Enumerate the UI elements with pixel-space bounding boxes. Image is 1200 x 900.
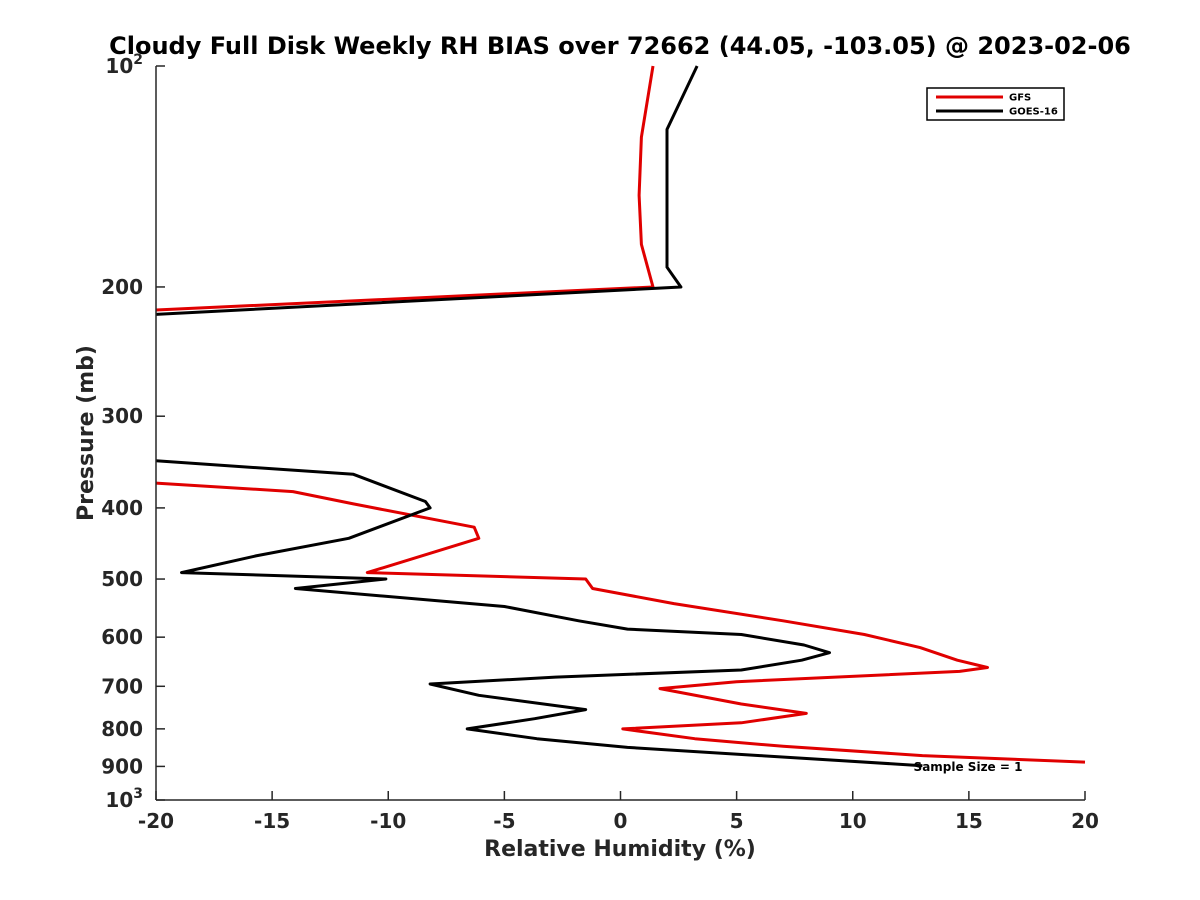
x-tick-label: 20 [1071,809,1099,833]
series-line-goes-16 [155,65,923,768]
legend-box [926,87,1065,121]
x-tick-label: -10 [370,809,406,833]
series-layer [155,65,1086,768]
series-line-gfs [155,65,1086,764]
x-tick-label: -15 [254,809,290,833]
x-axis-label: Relative Humidity (%) [484,837,756,862]
y-tick-label: 102 [105,52,143,78]
y-tick-label: 500 [101,567,143,591]
y-tick-label: 103 [105,786,143,812]
y-tick-label: 700 [101,674,143,698]
y-tick-label: 600 [101,625,143,649]
axes: -20 -15 -10 -5 0 5 10 15 20 102 200 300 400 500 600 700… [101,52,1099,833]
x-tick-label: -20 [138,809,174,833]
y-tick-label: 200 [101,275,143,299]
x-tick-label: 10 [839,809,867,833]
legend-label-goes-16: GOES-16 [1009,107,1058,118]
y-tick-label: 300 [101,404,143,428]
x-tick-label: 0 [614,809,628,833]
y-tick-label: 800 [101,717,143,741]
y-tick-label: 900 [101,754,143,778]
x-tick-label: 5 [730,809,744,833]
x-tick-label: -5 [493,809,515,833]
y-axis-label: Pressure (mb) [74,345,99,521]
sample-size-annotation: Sample Size = 1 [914,760,1023,774]
legend-label-gfs: GFS [1009,93,1031,104]
x-tick-label: 15 [955,809,983,833]
y-tick-label: 400 [101,496,143,520]
chart-title: Cloudy Full Disk Weekly RH BIAS over 726… [109,32,1131,60]
legend: GFS GOES-16 [926,87,1065,121]
